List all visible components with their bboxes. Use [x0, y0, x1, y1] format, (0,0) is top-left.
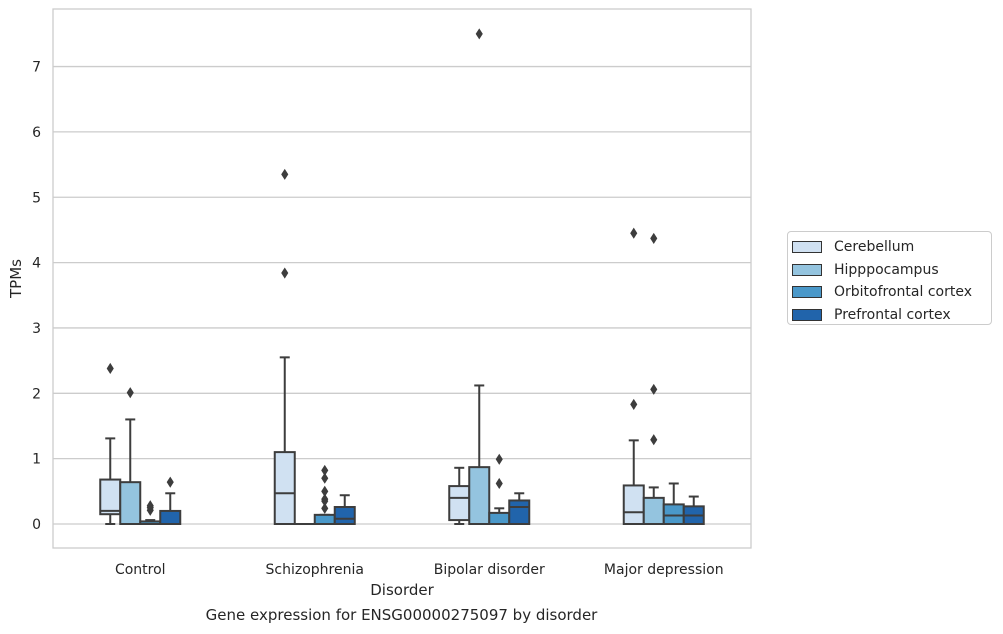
y-tick-label: 0	[32, 517, 41, 533]
y-tick-label: 3	[32, 321, 41, 337]
outlier-point	[650, 383, 658, 395]
legend-item-prefrontal-cortex: Prefrontal cortex	[792, 304, 991, 327]
box-prefrontal-cortex-major-depression	[682, 495, 705, 525]
outlier-point	[650, 434, 658, 446]
legend-swatch-cerebellum	[792, 241, 822, 254]
box-prefrontal-cortex-bipolar-disorder	[508, 492, 531, 525]
outlier-point	[321, 472, 329, 484]
box-body	[468, 466, 491, 526]
outlier-point	[495, 453, 503, 465]
box-body	[333, 506, 356, 526]
box-body	[622, 484, 645, 526]
box-body	[642, 496, 665, 525]
box-prefrontal-cortex-schizophrenia	[333, 494, 356, 526]
box-body	[159, 509, 182, 525]
box-body	[488, 511, 511, 526]
box-prefrontal-cortex-control	[159, 476, 182, 525]
legend-label-prefrontal-cortex: Prefrontal cortex	[834, 307, 951, 324]
y-tick-label: 1	[32, 452, 41, 468]
legend-label-orbitofrontal-cortex: Orbitofrontal cortex	[834, 284, 972, 301]
box-cerebellum-schizophrenia	[273, 168, 296, 525]
box-cerebellum-control	[99, 362, 122, 525]
x-axis-label: Disorder	[370, 581, 434, 599]
outlier-point	[166, 476, 174, 488]
box-body	[508, 499, 531, 525]
legend-swatch-orbitofrontal-cortex	[792, 286, 822, 299]
outlier-point	[650, 232, 658, 244]
outlier-point	[321, 493, 329, 505]
y-tick-label: 5	[32, 190, 41, 206]
y-tick-label: 2	[32, 386, 41, 402]
legend: Cerebellum Hipppocampus Orbitofrontal co…	[787, 231, 992, 325]
box-hipppocampus-bipolar-disorder	[468, 28, 491, 526]
box-orbitofrontal-cortex-bipolar-disorder	[488, 453, 511, 526]
box-orbitofrontal-cortex-control	[139, 500, 162, 525]
outlier-point	[281, 168, 289, 180]
x-tick-label: Bipolar disorder	[434, 562, 545, 578]
box-body	[448, 485, 471, 522]
chart-caption: Gene expression for ENSG00000275097 by d…	[205, 606, 598, 624]
outlier-point	[475, 28, 483, 40]
outlier-point	[495, 477, 503, 490]
outlier-point	[321, 502, 329, 514]
box-orbitofrontal-cortex-major-depression	[662, 482, 685, 525]
y-tick-label: 6	[32, 125, 41, 141]
y-tick-label: 7	[32, 60, 41, 76]
outlier-point	[321, 485, 329, 497]
legend-label-hippocampus: Hipppocampus	[834, 261, 939, 278]
box-orbitofrontal-cortex-schizophrenia	[313, 464, 336, 526]
outlier-point	[106, 362, 114, 375]
box-body	[119, 481, 142, 525]
legend-item-orbitofrontal-cortex: Orbitofrontal cortex	[792, 281, 991, 304]
x-tick-label: Major depression	[604, 562, 724, 578]
legend-swatch-prefrontal-cortex	[792, 309, 822, 322]
outlier-point	[146, 500, 154, 512]
plot-area	[52, 8, 752, 549]
box-body	[273, 451, 296, 525]
box-body	[662, 503, 685, 525]
outlier-point	[630, 398, 638, 410]
legend-item-cerebellum: Cerebellum	[792, 236, 991, 259]
y-axis-label: TPMs	[7, 259, 25, 299]
box-body	[99, 478, 122, 516]
box-body	[313, 513, 336, 526]
legend-label-cerebellum: Cerebellum	[834, 239, 915, 256]
outlier-point	[281, 267, 289, 279]
x-tick-label: Schizophrenia	[266, 562, 364, 578]
legend-item-hippocampus: Hipppocampus	[792, 259, 991, 282]
legend-swatch-hippocampus	[792, 263, 822, 276]
box-hipppocampus-control	[119, 387, 142, 525]
x-tick-label: Control	[115, 562, 166, 578]
outlier-point	[321, 464, 329, 476]
y-tick-label: 4	[32, 256, 41, 272]
outlier-point	[630, 227, 638, 239]
outlier-point	[126, 387, 134, 399]
